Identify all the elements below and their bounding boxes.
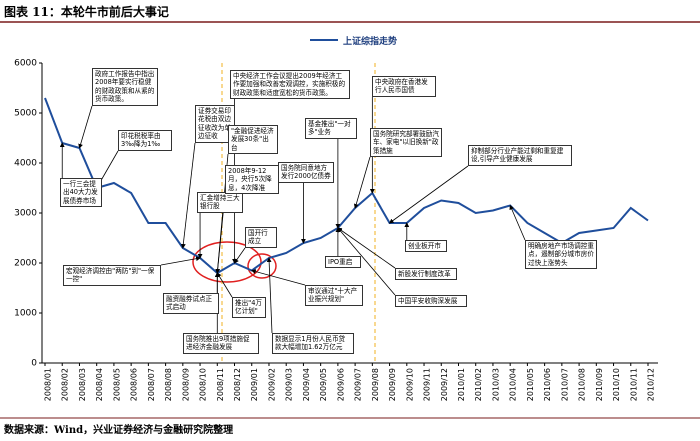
annotation: 汇金增持三大银行股: [197, 192, 243, 213]
arrow: [216, 272, 233, 298]
x-tick-label: 2010/12: [647, 368, 656, 401]
arrow: [78, 105, 93, 149]
highlight: [247, 253, 277, 279]
annotation: 新股发行制度改革: [395, 268, 457, 281]
x-tick-label: 2008/12: [233, 368, 242, 401]
arrow: [388, 165, 469, 224]
annotation: IPO重启: [325, 256, 361, 269]
arrow: [353, 156, 371, 209]
arrow: [337, 227, 396, 296]
x-tick-label: 2010/06: [543, 368, 552, 401]
x-tick-label: 2009/12: [440, 368, 449, 401]
annotation: 创业板开市: [405, 240, 447, 253]
y-tick-label: 3000: [14, 209, 37, 219]
x-tick-label: 2009/06: [336, 368, 345, 401]
arrow: [337, 227, 396, 269]
x-tick-label: 2010/05: [526, 368, 535, 401]
x-tick-label: 2008/06: [130, 368, 139, 401]
x-tick-label: 2008/03: [78, 368, 87, 401]
annotation: 明确房地产市场调控重点，遏制部分城市房价过快上涨势头: [525, 240, 597, 270]
x-tick-label: 2010/10: [612, 368, 621, 401]
x-tick-label: 2010/01: [457, 368, 466, 401]
highlight: [192, 241, 262, 283]
annotation: 一行三会提出40大力发展债券市场: [60, 178, 102, 208]
x-tick-label: 2008/08: [164, 368, 173, 401]
arrow: [180, 142, 196, 249]
x-tick-label: 2008/02: [61, 368, 70, 401]
chart-title: 图表 11：本轮牛市前后大事记: [4, 5, 169, 19]
y-tick-label: 1000: [14, 309, 37, 319]
x-tick-label: 2008/05: [112, 368, 121, 401]
arrow: [509, 204, 526, 241]
arrow: [250, 269, 306, 286]
annotation: 国务院同意地方发行2000亿债券: [278, 162, 334, 183]
annotation: 基金推出"一对多"业务: [305, 118, 357, 139]
source: 数据来源：Wind，兴业证券经济与金融研究院整理: [4, 425, 234, 436]
x-tick-label: 2010/08: [578, 368, 587, 401]
x-tick-label: 2010/03: [491, 368, 500, 401]
annotation: "金融促进经济发展30条"出台: [228, 125, 278, 155]
x-tick-label: 2008/10: [199, 368, 208, 401]
x-tick-label: 2010/07: [560, 368, 569, 401]
annotation: 中央经济工作会议提出2009年经济工作要加强和改善宏观调控，实施积极的财政政策和…: [230, 70, 350, 100]
x-tick-label: 2008/09: [181, 368, 190, 401]
annotation: 2008年9-12月，央行5次降息，4次降准: [225, 165, 279, 195]
arrow: [160, 256, 201, 266]
annotation: 印花税税率由3‰降为1‰: [118, 130, 172, 151]
y-tick-label: 4000: [14, 159, 37, 169]
x-tick-label: 2010/09: [595, 368, 604, 401]
x-tick-label: 2010/02: [474, 368, 483, 401]
arrow: [266, 257, 273, 334]
x-tick-label: 2010/11: [629, 368, 638, 401]
annotation: 政府工作报告中指出2008年要实行稳健的财政政策和从紧的货币政策。: [92, 68, 158, 106]
x-tick-label: 2009/05: [319, 368, 328, 401]
x-tick-label: 2010/04: [509, 368, 518, 401]
legend-label: 上证综指走势: [343, 37, 398, 47]
y-tick-label: 0: [31, 359, 37, 369]
annotation: 中国平安收购深发展: [395, 295, 467, 308]
x-tick-label: 2008/04: [95, 368, 104, 401]
x-tick-label: 2009/11: [423, 368, 432, 401]
x-tick-label: 2009/07: [354, 368, 363, 401]
x-tick-label: 2008/01: [44, 368, 53, 401]
y-tick-label: 5000: [14, 109, 37, 119]
annotation: 融资融券试点正式启动: [163, 293, 219, 314]
annotation: 证券交易印花税由双边征收改为单边征收: [195, 105, 235, 143]
line-series: [44, 97, 649, 275]
annotation: 国务院研究部署鼓励汽车、家电"以旧换新"政策措施: [370, 128, 442, 158]
x-tick-label: 2008/11: [216, 368, 225, 401]
annotation: 抑制部分行业产能过剩和重复建设,引导产业健康发展: [468, 145, 572, 166]
x-tick-label: 2009/09: [388, 368, 397, 401]
annotation: 国开行成立: [245, 227, 277, 248]
x-tick-label: 2008/07: [147, 368, 156, 401]
annotation: 宏观经济调控由"两防"到"一保一控": [63, 265, 161, 286]
x-tick-label: 2009/01: [250, 368, 259, 401]
y-tick-label: 6000: [14, 59, 37, 69]
x-tick-label: 2009/03: [285, 368, 294, 401]
x-tick-label: 2009/02: [267, 368, 276, 401]
x-tick-label: 2009/04: [302, 368, 311, 401]
annotation: 中央政府在香港发行人民币国债: [372, 76, 436, 97]
y-tick-label: 2000: [14, 259, 37, 269]
x-tick-label: 2009/08: [371, 368, 380, 401]
x-tick-label: 2009/10: [405, 368, 414, 401]
annotation: 审议通过"十大产业振兴规划": [305, 285, 363, 306]
annotation: 推出"4万亿计划": [232, 297, 266, 318]
annotation: 数据显示1月份人民币贷款大幅增加1.62万亿元: [272, 333, 354, 354]
annotation: 国务院推出9项措施促进经济金融发展: [183, 333, 259, 354]
arrow: [234, 247, 246, 264]
